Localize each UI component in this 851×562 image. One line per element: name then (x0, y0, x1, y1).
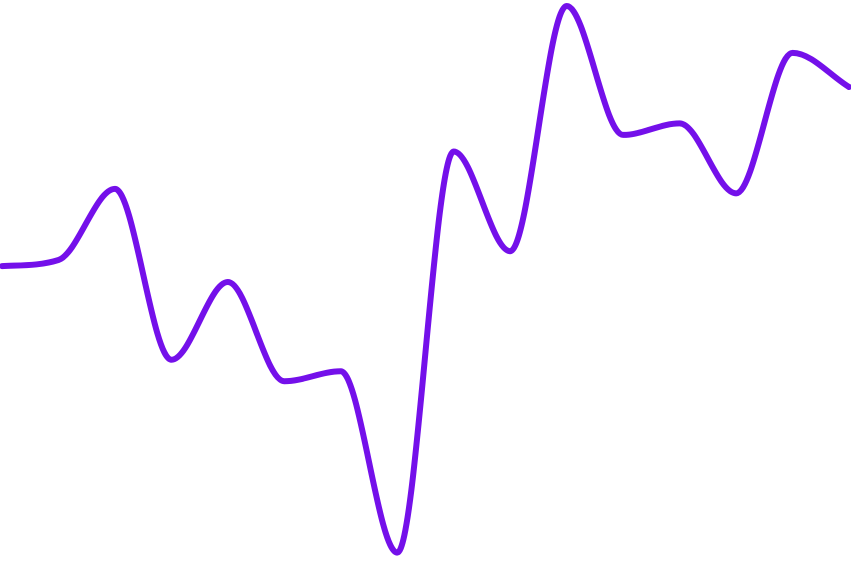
plot-area (0, 3, 851, 556)
series-line-0 (0, 3, 851, 556)
